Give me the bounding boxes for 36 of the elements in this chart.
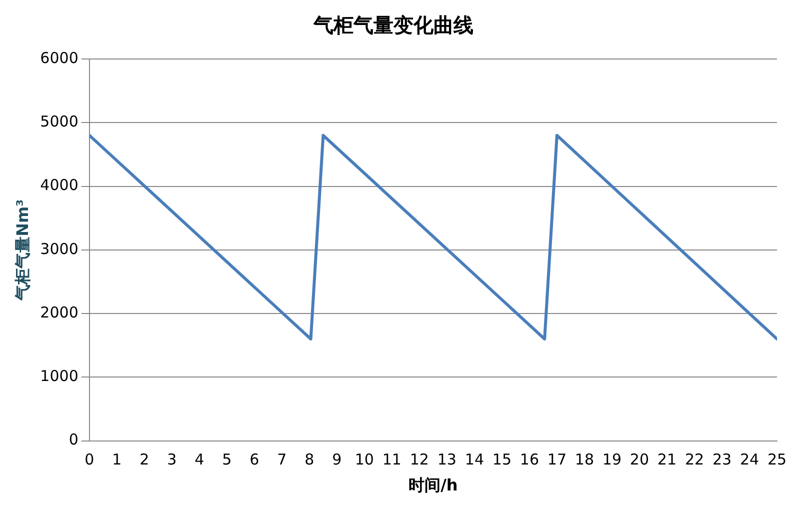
chart-title: 气柜气量变化曲线 — [312, 13, 474, 38]
y-tick-label: 0 — [68, 430, 78, 449]
x-tick-label: 23 — [712, 450, 732, 469]
y-tick-label: 4000 — [40, 176, 78, 194]
y-tick-label: 6000 — [40, 48, 78, 67]
x-tick-label: 6 — [250, 450, 260, 469]
y-axis-title: 气柜气量Nm³ — [12, 199, 32, 302]
x-tick-label: 19 — [602, 450, 622, 469]
x-tick-label: 0 — [84, 450, 94, 469]
x-tick-label: 4 — [194, 450, 204, 469]
x-tick-label: 8 — [304, 450, 314, 469]
x-tick-label: 17 — [547, 450, 567, 469]
x-tick-label: 11 — [382, 450, 402, 469]
x-tick-label: 9 — [332, 450, 342, 469]
x-tick-label: 7 — [277, 450, 287, 469]
x-tick-label: 1 — [112, 450, 122, 469]
x-tick-label: 16 — [520, 450, 539, 469]
x-tick-label: 13 — [437, 450, 456, 469]
y-tick-label: 5000 — [40, 112, 78, 131]
x-tick-label: 20 — [630, 450, 650, 469]
x-tick-label: 2 — [140, 450, 150, 469]
y-tick-label: 3000 — [40, 240, 78, 258]
y-tick-label: 1000 — [40, 367, 78, 386]
y-tick-label: 2000 — [40, 303, 78, 322]
x-tick-label: 24 — [740, 450, 760, 469]
x-tick-label: 3 — [167, 450, 177, 469]
x-tick-label: 5 — [222, 450, 232, 469]
x-tick-label: 12 — [410, 450, 429, 469]
x-tick-label: 22 — [684, 450, 704, 469]
x-axis-title: 时间/h — [408, 476, 458, 495]
x-tick-label: 14 — [464, 450, 484, 469]
x-tick-label: 18 — [574, 450, 594, 469]
x-tick-label: 10 — [354, 450, 374, 469]
x-tick-label: 25 — [767, 450, 787, 469]
x-tick-label: 15 — [492, 450, 512, 469]
x-tick-label: 21 — [657, 450, 677, 469]
